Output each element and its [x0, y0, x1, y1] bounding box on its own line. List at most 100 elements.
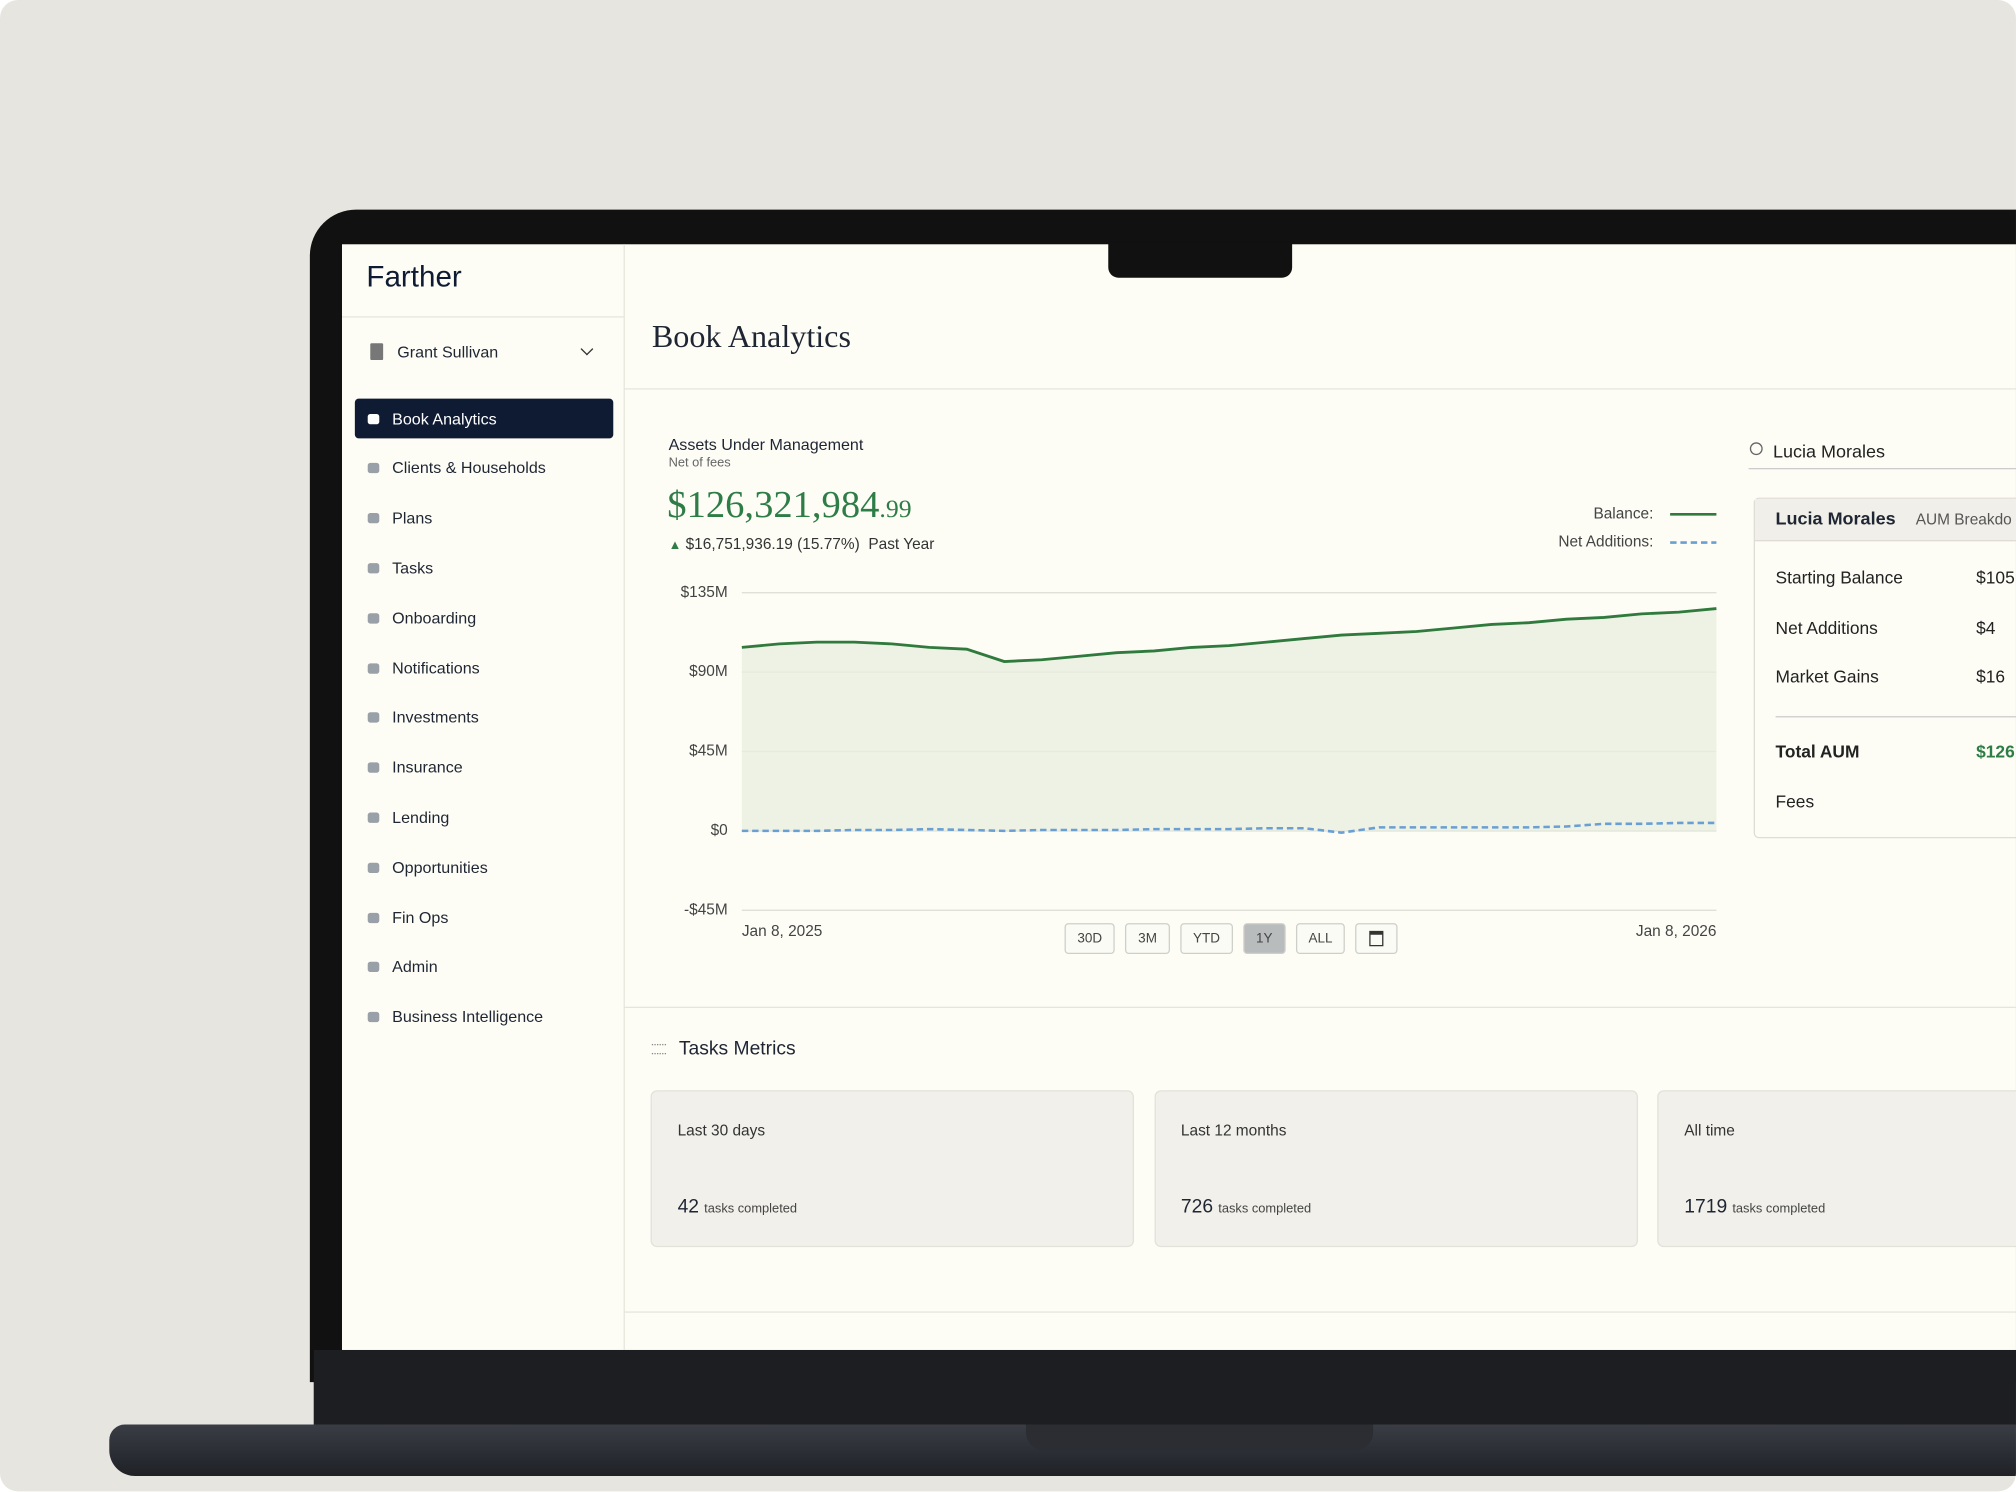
calendar-button[interactable]: [1355, 923, 1399, 954]
calendar-icon: [1369, 930, 1384, 947]
nav-label: Admin: [392, 958, 438, 977]
range-button[interactable]: 30D: [1064, 923, 1116, 954]
chart-subtitle: Net of fees: [668, 456, 731, 471]
search-input[interactable]: Lucia Morales: [1772, 440, 1886, 462]
divider: [623, 1311, 2016, 1313]
range-button[interactable]: 1Y: [1243, 923, 1286, 954]
nav-icon: [367, 463, 380, 474]
total-label: Total AUM: [1775, 741, 1860, 762]
row-label: Starting Balance: [1775, 568, 1903, 588]
nav-icon: [367, 762, 380, 773]
card-count: 726: [1180, 1195, 1214, 1218]
y-tick-label: -$45M: [684, 901, 728, 918]
nav-label: Insurance: [392, 758, 463, 777]
change-period: Past Year: [868, 534, 935, 553]
nav-label: Investments: [392, 708, 479, 727]
nav-label: Clients & Households: [392, 459, 546, 478]
y-tick-label: $45M: [689, 743, 728, 760]
user-icon: [370, 343, 384, 360]
nav-icon: [367, 862, 380, 873]
range-button[interactable]: 3M: [1125, 923, 1170, 954]
breakdown-header: [1754, 498, 2016, 542]
task-card: All time 1719 tasks completed: [1657, 1090, 2016, 1248]
aum-value: $126,321,984.99: [667, 483, 911, 527]
divider: [623, 388, 2016, 390]
search-underline: [1748, 467, 2016, 470]
breakdown-card: [1753, 497, 2016, 839]
nav-icon: [367, 562, 380, 574]
y-tick-label: $90M: [689, 663, 728, 680]
nav-item[interactable]: Insurance: [355, 748, 613, 788]
breakdown-tab[interactable]: AUM Breakdo: [1915, 510, 2012, 529]
range-button[interactable]: ALL: [1295, 923, 1346, 954]
nav-icon: [367, 912, 380, 923]
divider: [623, 1006, 2016, 1008]
nav-icon: [367, 712, 380, 723]
nav-icon: [367, 1011, 380, 1023]
row-value: $105: [1976, 568, 2015, 588]
range-button[interactable]: YTD: [1180, 923, 1233, 954]
y-tick-label: $0: [711, 822, 728, 839]
card-unit: tasks completed: [704, 1202, 798, 1217]
fees-label: Fees: [1775, 791, 1815, 812]
area: [741, 608, 1717, 831]
nav-item[interactable]: Clients & Households: [355, 448, 613, 488]
series-line: [741, 821, 1717, 834]
nav-item[interactable]: Book Analytics: [354, 398, 614, 439]
nav-item[interactable]: Fin Ops: [355, 897, 613, 937]
nav-item[interactable]: Notifications: [355, 648, 613, 688]
row-label: Market Gains: [1775, 667, 1879, 688]
nav-icon: [367, 812, 380, 823]
task-card: Last 30 days 42 tasks completed: [650, 1090, 1134, 1248]
range-buttons: 30D 3M YTD 1Y ALL: [1064, 923, 1399, 954]
nav-item[interactable]: Tasks: [355, 548, 613, 588]
card-unit: tasks completed: [1218, 1202, 1312, 1217]
nav-label: Opportunities: [392, 858, 488, 877]
user-select[interactable]: Grant Sullivan: [397, 343, 499, 362]
y-tick-label: $135M: [681, 584, 728, 601]
sidebar: [342, 244, 625, 1350]
nav-label: Tasks: [392, 559, 434, 578]
nav-item[interactable]: Admin: [355, 947, 613, 987]
camera-notch: [1108, 241, 1293, 278]
breakdown-name: Lucia Morales: [1775, 507, 1896, 529]
section-title: Tasks Metrics: [678, 1037, 796, 1060]
nav-icon: [367, 413, 380, 424]
nav-icon: [367, 962, 380, 973]
card-count-row: 726 tasks completed: [1181, 1196, 1311, 1219]
legend-label: Balance:: [1593, 505, 1653, 522]
card-count: 42: [677, 1195, 700, 1218]
nav-item[interactable]: Onboarding: [355, 598, 613, 638]
card-count-row: 1719 tasks completed: [1684, 1196, 1825, 1219]
divider: [341, 316, 624, 318]
series-line: [741, 607, 1717, 663]
divider: [1775, 716, 2016, 718]
nav-icon: [367, 513, 380, 524]
chart-title: Assets Under Management: [668, 435, 864, 454]
nav-item[interactable]: Business Intelligence: [355, 997, 613, 1037]
card-unit: tasks completed: [1732, 1202, 1826, 1217]
tasks-icon: [651, 1043, 666, 1055]
x-tick-label: Jan 8, 2025: [742, 923, 823, 940]
nav-item[interactable]: Opportunities: [355, 848, 613, 888]
card-period: Last 30 days: [677, 1121, 766, 1140]
nav-item[interactable]: Investments: [355, 698, 613, 738]
card-period: Last 12 months: [1180, 1121, 1287, 1140]
card-period: All time: [1684, 1121, 1735, 1140]
brand: Farther: [366, 259, 462, 294]
nav-label: Business Intelligence: [392, 1008, 544, 1027]
search-icon: [1749, 442, 1763, 456]
laptop-groove: [1025, 1424, 1374, 1451]
row-value: $16: [1976, 667, 2006, 688]
aum-cents: .99: [879, 494, 912, 524]
nav-item[interactable]: Plans: [355, 498, 613, 538]
nav-item[interactable]: Lending: [355, 798, 613, 838]
nav-label: Notifications: [392, 658, 480, 677]
aum-dollars: $126,321,984: [667, 483, 880, 526]
nav-label: Plans: [392, 509, 433, 528]
nav-label: Book Analytics: [392, 409, 497, 428]
nav-label: Lending: [392, 808, 450, 827]
